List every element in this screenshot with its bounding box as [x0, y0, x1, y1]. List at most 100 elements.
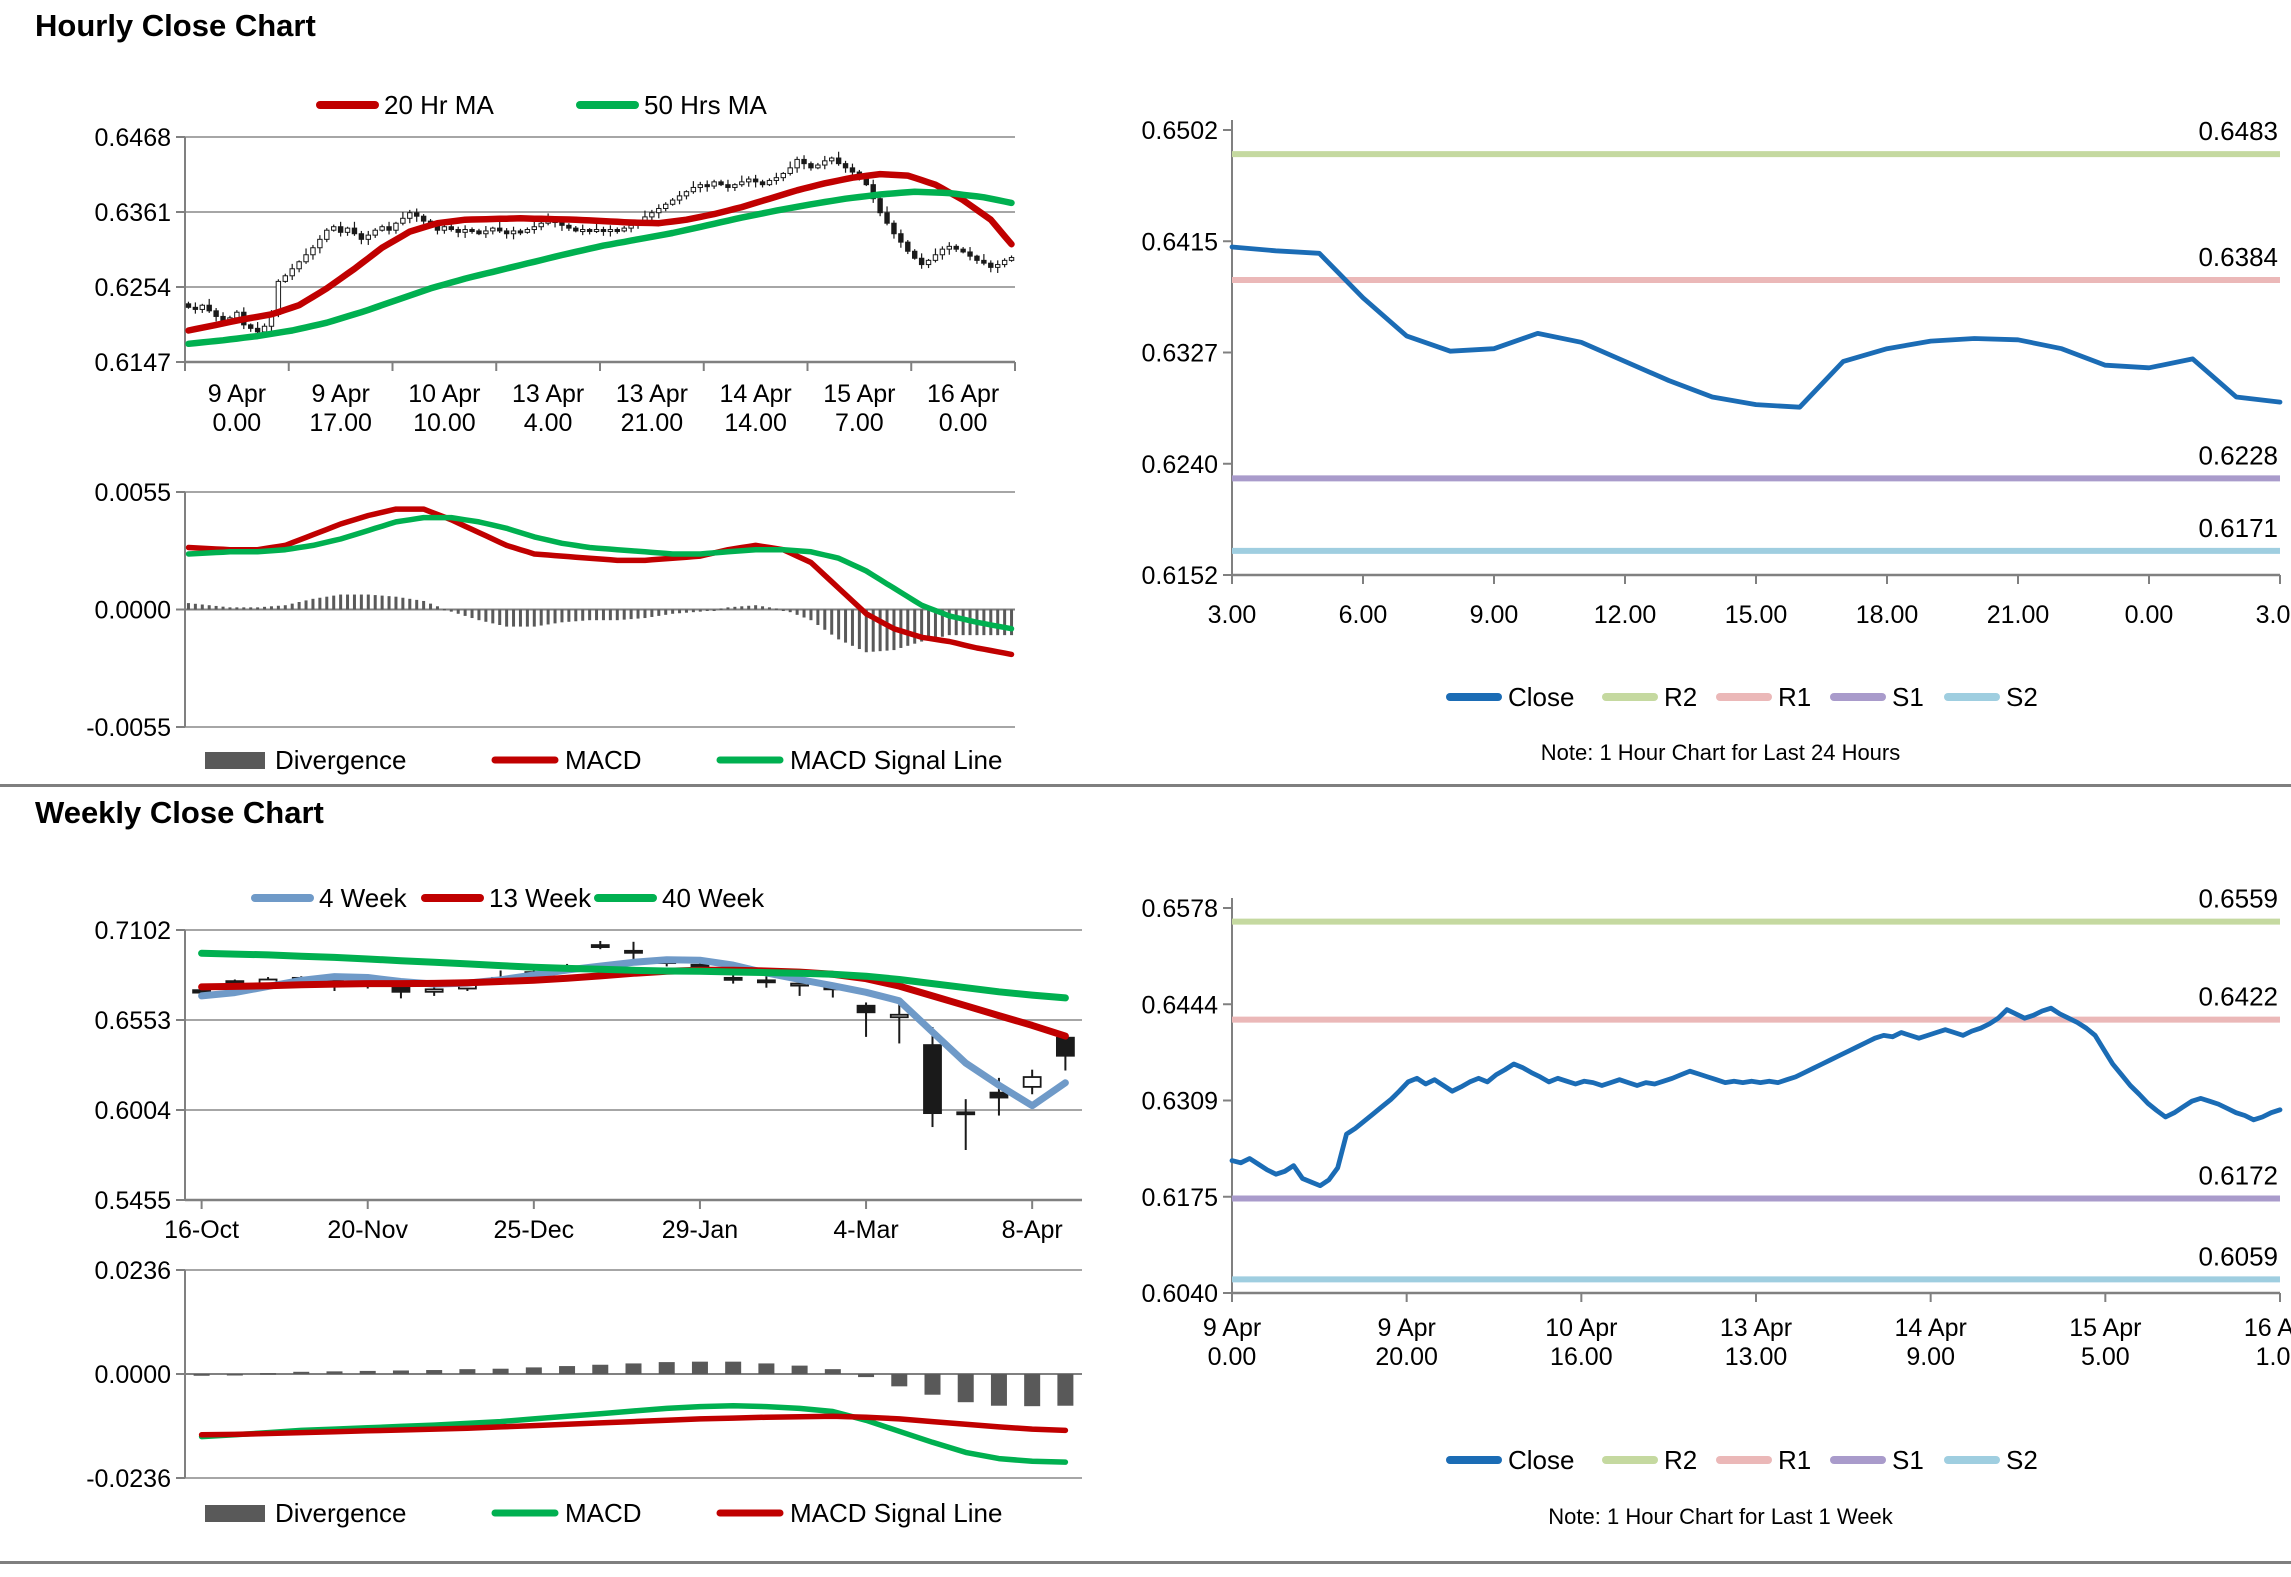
divergence-bar: [459, 1369, 476, 1374]
candle-body: [538, 222, 544, 228]
axis-label: 0.0000: [95, 597, 171, 625]
candle-body: [331, 226, 337, 231]
divergence-bar: [758, 1363, 775, 1374]
candle-body: [303, 254, 309, 263]
candle-body: [690, 186, 697, 193]
legend-label: 50 Hrs MA: [644, 90, 767, 120]
candle-body: [586, 229, 593, 233]
candle-body: [296, 261, 302, 270]
candle-body: [317, 238, 323, 249]
divergence-bar: [332, 595, 336, 610]
pivot-label-r1: 0.6422: [2198, 982, 2278, 1012]
divergence-bar: [940, 609, 944, 637]
axis-label: 5.00: [2081, 1343, 2130, 1371]
divergence-bar: [767, 607, 771, 610]
divergence-bar: [906, 609, 910, 646]
divergence-bar: [532, 609, 536, 627]
divergence-bar: [857, 609, 861, 650]
legend-label: Close: [1508, 682, 1574, 712]
macd-signal-line: [185, 514, 1015, 632]
ma-4week-line: [198, 956, 1069, 1110]
axis-label: 13 Apr: [616, 380, 688, 408]
divergence-bar: [913, 609, 917, 644]
axis-label: 0.00: [213, 409, 262, 437]
candle-body: [213, 310, 219, 317]
candle-body: [503, 230, 510, 235]
weekly_pivot-legend: Close R2 R1 S1 S2: [1446, 1445, 2038, 1475]
divergence-bar: [871, 609, 875, 652]
axis-label: 8-Apr: [1002, 1216, 1063, 1244]
candle-body: [912, 250, 918, 259]
pivot-label-s2: 0.6171: [2198, 513, 2278, 543]
axis-label: 0.6415: [1142, 228, 1218, 256]
axis-label: 4.00: [524, 409, 573, 437]
hourly_macd-legend: Divergence MACD MACD Signal Line: [205, 745, 1002, 775]
axis-label: 10 Apr: [1545, 1314, 1617, 1342]
divergence-bar: [684, 609, 688, 613]
axis-label: 9 Apr: [311, 380, 369, 408]
divergence-bar: [891, 1374, 908, 1387]
axis-label: 0.6553: [95, 1007, 171, 1035]
divergence-bar: [260, 1373, 277, 1375]
axis-label: 15 Apr: [2069, 1314, 2141, 1342]
divergence-bar: [318, 597, 322, 610]
candle-body: [669, 199, 676, 205]
divergence-bar: [392, 1370, 409, 1374]
divergence-bar: [691, 1361, 708, 1374]
legend-swatch: [205, 1505, 265, 1522]
divergence-bar: [235, 607, 239, 610]
divergence-bar: [567, 609, 571, 622]
divergence-bar: [996, 609, 1000, 636]
candle-body: [891, 222, 897, 235]
weekly_price-legend: 4 Week 13 Week 40 Week: [251, 883, 765, 913]
divergence-bar: [636, 609, 640, 619]
divergence-bar: [924, 1374, 941, 1395]
axis-label: 13 Apr: [1720, 1314, 1792, 1342]
candle-body: [372, 229, 378, 236]
candle-body: [759, 181, 766, 186]
divergence-bar: [691, 609, 695, 613]
divergence-bar: [325, 596, 329, 610]
divergence-bar: [795, 609, 799, 615]
axis-label: 7.00: [835, 409, 884, 437]
divergence-bar: [705, 609, 709, 611]
candle-body: [856, 1004, 876, 1014]
divergence-bar: [650, 609, 654, 617]
candle-body: [282, 275, 288, 282]
candle-body: [739, 181, 745, 186]
candle-body: [752, 178, 759, 183]
divergence-bar: [491, 609, 495, 624]
hourly_pivot-plot: 0.6502 0.6415 0.6327 0.6240 0.6152 3.00 6.00 9.…: [1142, 116, 2291, 629]
candle-body: [835, 157, 842, 165]
axis-label: 12.00: [1594, 601, 1657, 629]
divergence-bar: [228, 607, 232, 610]
axis-label: 13 Apr: [512, 380, 584, 408]
divergence-bar: [791, 1365, 808, 1374]
divergence-bar: [492, 1368, 509, 1374]
candle-body: [923, 1044, 942, 1115]
candle-body: [510, 230, 517, 235]
candle-body: [939, 248, 946, 256]
candle-body: [379, 226, 385, 231]
candle-body: [918, 257, 925, 266]
candle-body: [1022, 1076, 1042, 1088]
candle-body: [723, 976, 743, 981]
divergence-bar: [449, 609, 453, 612]
divergence-bar: [990, 1374, 1007, 1406]
candle-body: [469, 229, 475, 233]
candle-body: [794, 158, 800, 169]
candle-body: [566, 224, 572, 229]
divergence-bar: [352, 594, 356, 610]
legend-label: 20 Hr MA: [384, 90, 494, 120]
candle-body: [344, 227, 351, 233]
candle-body: [614, 229, 620, 233]
weekly-pivot-note: Note: 1 Hour Chart for Last 1 Week: [1548, 1504, 1893, 1529]
axis-label: 14 Apr: [1895, 1314, 1967, 1342]
legend-label: MACD: [565, 745, 642, 775]
divergence-bar: [725, 1361, 742, 1374]
axis-label: 25-Dec: [494, 1216, 575, 1244]
candle-body: [358, 233, 365, 240]
candle-body: [925, 259, 932, 266]
